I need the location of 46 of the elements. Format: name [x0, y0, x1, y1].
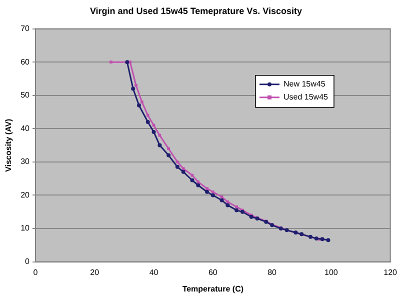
y-axis-title: Viscosity (AV) [4, 118, 14, 172]
point [128, 60, 132, 64]
point [152, 130, 156, 134]
y-tick-label: 50 [20, 90, 30, 100]
point [136, 103, 141, 108]
point [226, 203, 230, 208]
x-tick-label: 60 [208, 268, 218, 277]
y-tick-label: 0 [25, 257, 30, 266]
point [158, 143, 162, 148]
point [234, 208, 239, 212]
point [131, 86, 136, 91]
y-tick-label: 30 [20, 157, 30, 166]
point [226, 200, 230, 204]
x-tick-label: 0 [33, 268, 38, 277]
point [190, 178, 194, 182]
y-tick-label: 10 [20, 224, 30, 233]
point [125, 60, 130, 64]
point [181, 170, 186, 174]
y-tick-label: 40 [20, 124, 30, 133]
x-tick-label: 80 [268, 268, 278, 277]
point [196, 180, 200, 184]
y-tick-label: 70 [20, 24, 30, 34]
point [166, 153, 171, 158]
chart-title: Virgin and Used 15w45 Temeprature Vs. Viscosity [90, 6, 302, 16]
y-tick-label: 20 [20, 190, 30, 200]
point [175, 164, 180, 169]
point [182, 167, 185, 170]
point [205, 190, 209, 194]
point [220, 195, 224, 198]
point [196, 183, 200, 188]
point [326, 238, 330, 242]
x-tick-label: 20 [90, 268, 100, 277]
point [210, 193, 215, 198]
x-tick-label: 40 [149, 268, 159, 277]
legend-label: New 15w45 [283, 80, 326, 89]
point [220, 198, 224, 202]
x-tick-label: 120 [384, 268, 398, 277]
x-tick-label: 100 [324, 268, 338, 277]
legend-label: Used 15w45 [283, 92, 329, 102]
y-tick-label: 60 [20, 57, 30, 66]
point [320, 237, 324, 242]
point [235, 205, 238, 208]
point [146, 114, 150, 117]
x-axis-title: Temperature (C) [182, 284, 244, 294]
point [167, 147, 170, 150]
point [146, 120, 150, 124]
